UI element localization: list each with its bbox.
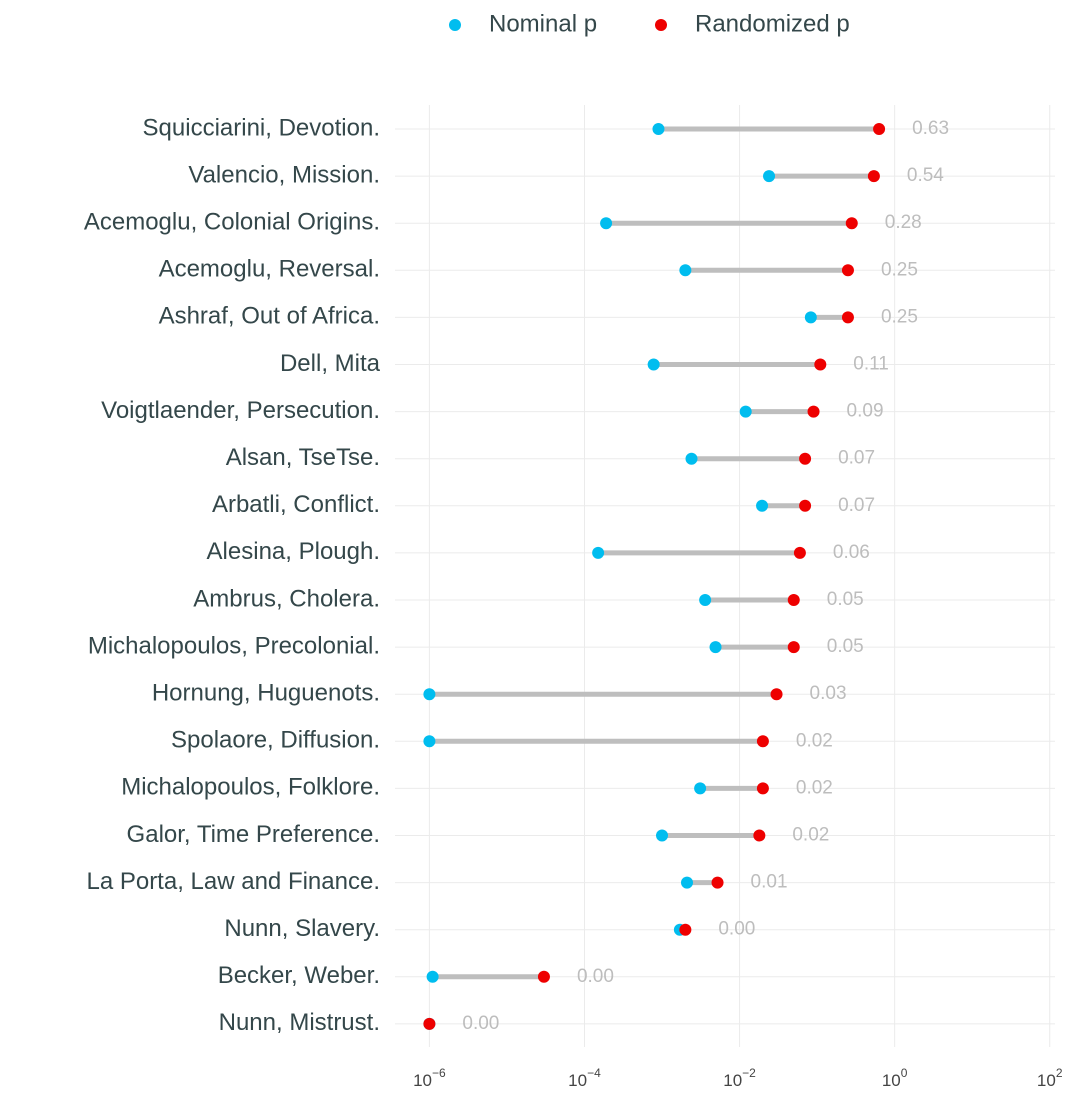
randomized-dot bbox=[841, 264, 854, 277]
tick-base: 10 bbox=[568, 1071, 587, 1090]
value-label: 0.00 bbox=[462, 1013, 499, 1034]
nominal-dot bbox=[426, 970, 439, 983]
randomized-dot bbox=[841, 311, 854, 324]
nominal-dot bbox=[685, 452, 698, 465]
value-label: 0.07 bbox=[838, 495, 875, 516]
tick-base: 10 bbox=[882, 1071, 901, 1090]
y-tick-label: Nunn, Slavery. bbox=[224, 915, 380, 942]
value-label: 0.00 bbox=[718, 919, 755, 940]
nominal-dot bbox=[739, 405, 752, 418]
tick-base: 10 bbox=[723, 1071, 742, 1090]
tick-base: 10 bbox=[413, 1071, 432, 1090]
y-tick-label: Alsan, TseTse. bbox=[226, 444, 380, 471]
y-tick-label: Valencio, Mission. bbox=[188, 161, 380, 188]
tick-base: 10 bbox=[1037, 1071, 1056, 1090]
randomized-dot bbox=[753, 829, 766, 842]
y-tick-label: Acemoglu, Reversal. bbox=[159, 256, 380, 283]
nominal-dot bbox=[699, 594, 712, 606]
nominal-dot bbox=[681, 876, 694, 889]
randomized-dot bbox=[711, 876, 724, 889]
value-label: 0.02 bbox=[796, 777, 833, 798]
value-label: 0.02 bbox=[796, 730, 833, 751]
randomized-dot bbox=[770, 688, 783, 701]
value-label: 0.03 bbox=[810, 683, 847, 704]
tick-exponent: 2 bbox=[1056, 1066, 1063, 1080]
randomized-dot bbox=[793, 546, 806, 559]
nominal-dot bbox=[423, 688, 436, 701]
y-tick-label: Squicciarini, Devotion. bbox=[143, 114, 380, 141]
value-label: 0.54 bbox=[907, 165, 944, 186]
nominal-dot bbox=[652, 123, 665, 135]
nominal-dot bbox=[756, 499, 769, 512]
value-label: 0.06 bbox=[833, 542, 870, 563]
randomized-dot bbox=[814, 358, 827, 371]
nominal-dot bbox=[763, 170, 776, 183]
randomized-dot bbox=[756, 782, 769, 795]
randomized-dot bbox=[807, 405, 820, 418]
randomized-dot bbox=[787, 594, 800, 606]
randomized-dot bbox=[845, 217, 858, 230]
y-tick-label: Acemoglu, Colonial Origins. bbox=[84, 209, 380, 236]
value-label: 0.07 bbox=[838, 448, 875, 469]
value-label: 0.25 bbox=[881, 259, 918, 280]
y-tick-label: Becker, Weber. bbox=[218, 962, 380, 989]
tick-exponent: −6 bbox=[432, 1066, 446, 1080]
y-tick-label: Nunn, Mistrust. bbox=[219, 1009, 380, 1036]
y-tick-label: Michalopoulos, Precolonial. bbox=[88, 632, 380, 659]
nominal-dot bbox=[679, 264, 692, 277]
nominal-dot bbox=[656, 829, 669, 842]
nominal-dot bbox=[600, 217, 613, 230]
value-label: 0.09 bbox=[847, 401, 884, 422]
randomized-dot bbox=[799, 452, 812, 465]
randomized-dot bbox=[867, 170, 880, 183]
nominal-dot bbox=[647, 358, 660, 371]
value-label: 0.25 bbox=[881, 306, 918, 327]
nominal-dot bbox=[804, 311, 817, 324]
legend-label: Randomized p bbox=[695, 10, 850, 37]
y-tick-label: Ambrus, Cholera. bbox=[193, 585, 380, 612]
y-tick-label: Spolaore, Diffusion. bbox=[171, 727, 380, 754]
value-label: 0.11 bbox=[853, 354, 889, 375]
nominal-dot bbox=[423, 735, 436, 748]
value-label: 0.63 bbox=[912, 118, 949, 139]
legend-dot bbox=[449, 19, 461, 31]
tick-exponent: −2 bbox=[742, 1066, 756, 1080]
value-label: 0.28 bbox=[885, 212, 922, 233]
randomized-dot bbox=[799, 499, 812, 512]
y-tick-label: Michalopoulos, Folklore. bbox=[121, 774, 380, 801]
x-tick-label: 102 bbox=[1037, 1066, 1063, 1090]
randomized-dot bbox=[679, 923, 692, 936]
randomized-dot bbox=[787, 641, 800, 654]
x-tick-label: 10−4 bbox=[568, 1066, 601, 1090]
value-label: 0.05 bbox=[827, 636, 864, 657]
y-tick-label: La Porta, Law and Finance. bbox=[86, 868, 380, 895]
nominal-dot bbox=[709, 641, 722, 654]
x-tick-label: 10−2 bbox=[723, 1066, 756, 1090]
legend-dot bbox=[655, 19, 667, 31]
y-tick-label: Galor, Time Preference. bbox=[127, 821, 380, 848]
value-label: 0.00 bbox=[577, 966, 614, 987]
value-label: 0.05 bbox=[827, 589, 864, 610]
legend-label: Nominal p bbox=[489, 10, 597, 37]
randomized-dot bbox=[756, 735, 769, 748]
nominal-dot bbox=[592, 546, 605, 559]
y-tick-label: Voigtlaender, Persecution. bbox=[101, 397, 380, 424]
y-tick-label: Arbatli, Conflict. bbox=[212, 491, 380, 518]
y-tick-label: Hornung, Huguenots. bbox=[152, 680, 380, 707]
randomized-dot bbox=[873, 123, 886, 135]
tick-exponent: 0 bbox=[901, 1066, 908, 1080]
x-tick-label: 100 bbox=[882, 1066, 908, 1090]
tick-exponent: −4 bbox=[587, 1066, 601, 1080]
value-label: 0.01 bbox=[751, 872, 788, 893]
nominal-dot bbox=[694, 782, 707, 795]
randomized-dot bbox=[423, 1017, 436, 1030]
x-tick-label: 10−6 bbox=[413, 1066, 446, 1090]
y-tick-label: Dell, Mita bbox=[280, 350, 381, 377]
randomized-dot bbox=[537, 970, 550, 983]
value-label: 0.02 bbox=[792, 825, 829, 846]
y-tick-label: Alesina, Plough. bbox=[207, 538, 380, 565]
y-tick-label: Ashraf, Out of Africa. bbox=[159, 303, 380, 330]
